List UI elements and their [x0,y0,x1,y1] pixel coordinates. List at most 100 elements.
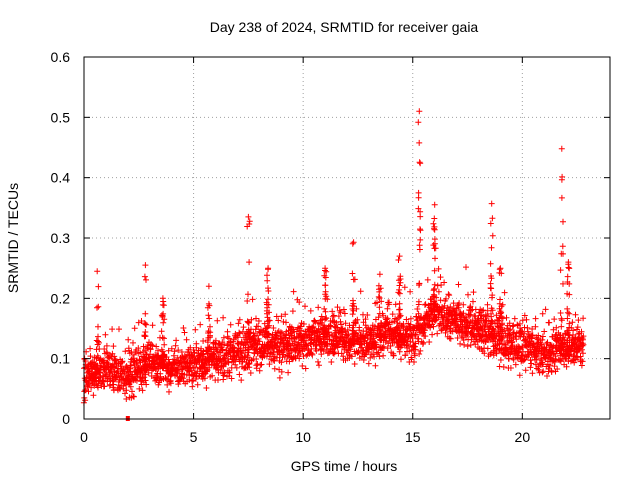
data-point [136,385,143,392]
data-point [161,335,167,342]
data-point [506,320,513,327]
data-point [447,335,454,342]
data-point [457,340,464,347]
data-point [552,356,559,363]
data-point [334,304,341,311]
data-point [411,343,418,350]
data-point [465,291,471,298]
data-point [265,317,272,324]
data-point [396,348,403,355]
data-point [160,319,167,326]
data-point [142,329,149,335]
data-point [407,288,414,295]
data-point [455,281,462,288]
data-point [532,323,539,330]
data-point [575,331,582,337]
data-point [574,354,581,361]
data-point [539,361,546,368]
data-point [95,303,102,310]
data-point [521,312,528,319]
data-point [443,295,449,302]
data-point [503,314,510,321]
data-point [112,357,119,364]
data-point [542,306,549,313]
x-tick-label: 5 [190,429,198,445]
data-point [349,270,356,277]
data-point [110,381,117,388]
data-point [172,342,179,349]
data-point [203,385,210,391]
data-point [86,381,93,387]
data-point [255,323,262,330]
data-point [248,316,255,323]
data-point [328,359,335,365]
data-point [500,364,507,370]
data-point [395,257,402,263]
data-point [192,326,199,333]
data-point [303,342,310,349]
data-point [464,331,471,338]
data-point [267,350,273,357]
data-point [138,318,145,324]
data-point [487,260,494,267]
data-point [527,357,534,364]
data-point [546,319,553,326]
data-point [290,288,297,295]
data-point [275,317,282,324]
data-point [337,309,344,316]
data-point [359,341,365,348]
data-point [401,284,408,291]
data-point [265,296,271,303]
data-point [330,312,337,319]
data-point [424,276,431,283]
y-tick-label: 0 [62,411,70,427]
data-point [82,397,89,404]
data-point [564,273,571,280]
data-point [179,366,186,372]
data-point [484,313,491,319]
data-point [484,345,491,352]
x-tick-label: 20 [515,429,531,445]
data-point [175,364,182,371]
data-point [413,331,419,338]
data-point [417,213,424,220]
data-point [189,383,196,390]
data-point [511,315,518,322]
data-point [334,324,341,331]
data-point [342,320,349,327]
data-point [131,393,137,400]
data-point [200,338,207,344]
data-point [247,370,254,376]
data-point [416,242,423,249]
data-point [442,329,449,336]
data-point [426,339,433,345]
data-point [348,353,355,360]
data-point [499,301,506,308]
data-point [299,363,306,369]
data-point [103,371,110,378]
data-point [187,344,194,351]
data-point [414,306,421,312]
data-point [431,240,438,247]
data-point [315,358,321,365]
data-point [123,387,130,394]
data-point [102,331,109,338]
data-point [236,371,243,378]
data-point [101,383,108,390]
data-point [100,377,107,384]
data-point [88,384,95,391]
data-point [365,360,372,367]
data-point [446,335,453,342]
data-point [315,304,322,311]
data-point [431,215,438,222]
data-point [85,388,92,395]
y-axis-label: SRMTID / TECUs [5,183,21,293]
data-point [417,227,424,234]
data-point [205,283,212,290]
data-point [416,159,423,166]
data-point [200,361,207,368]
data-point [524,328,531,335]
data-point [528,360,535,367]
data-point [446,292,453,299]
data-point [339,333,346,340]
